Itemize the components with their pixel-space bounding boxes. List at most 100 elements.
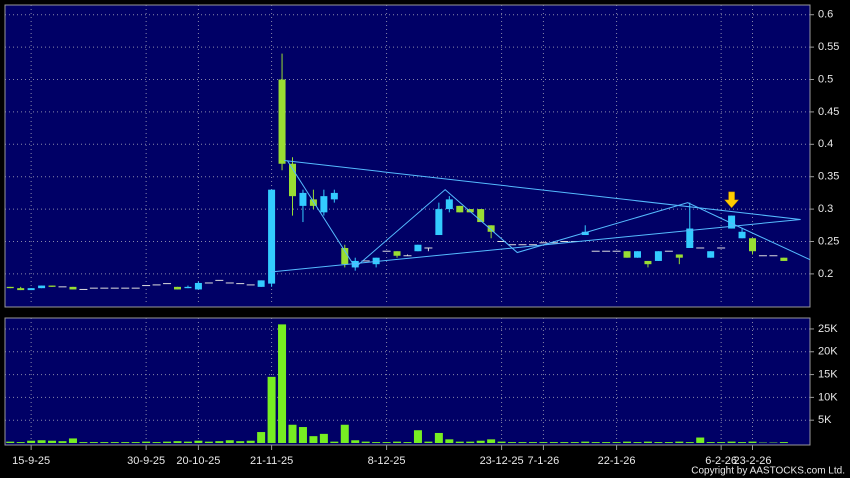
candle-body (17, 288, 25, 291)
candle-body (69, 286, 77, 290)
volume-bar (89, 442, 98, 443)
volume-bar (131, 442, 140, 443)
candle-body (749, 238, 756, 252)
volume-bar (581, 441, 590, 443)
volume-bar (340, 424, 349, 443)
candle-body (341, 247, 349, 265)
candle-body (456, 205, 464, 213)
volume-bar (549, 442, 558, 443)
candle-body (623, 251, 631, 258)
volume-bar (623, 441, 632, 443)
candle-body (372, 257, 380, 265)
volume-bar (236, 441, 245, 443)
y-tick-label: 25K (818, 323, 838, 335)
candle-body (487, 225, 495, 232)
volume-bar (696, 437, 705, 443)
candle-body (728, 215, 736, 229)
volume-bar (361, 441, 370, 443)
volume-bar (152, 442, 161, 443)
candle-body (268, 189, 276, 284)
x-tick-label: 30-9-25 (127, 455, 165, 467)
y-tick-label: 0.3 (818, 203, 833, 215)
volume-bar (382, 442, 391, 443)
candle-body (393, 251, 401, 256)
volume-bar (278, 324, 287, 443)
y-tick-label: 0.6 (818, 9, 833, 21)
volume-bar (602, 442, 611, 443)
candle-body (707, 251, 715, 258)
candle-body (320, 196, 328, 213)
volume-bar (664, 442, 673, 443)
volume-bar (372, 442, 381, 443)
volume-bar (434, 432, 443, 443)
candle-body (257, 280, 265, 287)
volume-bar (403, 442, 412, 443)
y-tick-label: 10K (818, 391, 838, 403)
volume-bar (204, 441, 213, 443)
y-tick-label: 0.25 (818, 235, 839, 247)
candle-body (477, 209, 485, 223)
y-tick-label: 0.35 (818, 171, 839, 183)
y-tick-label: 0.5 (818, 73, 833, 85)
candle-body (780, 257, 788, 261)
volume-bar (413, 430, 422, 443)
candle-body (48, 285, 56, 287)
volume-bar (487, 439, 496, 443)
marker-arrow (724, 191, 740, 209)
volume-bar (319, 433, 328, 443)
volume-bar (727, 441, 736, 443)
volume-bar (215, 441, 224, 443)
volume-bar (110, 442, 119, 443)
x-tick-label: 22-1-26 (598, 455, 636, 467)
volume-bar (706, 442, 715, 443)
volume-bar (298, 427, 307, 443)
candle-body (445, 199, 453, 210)
volume-bar (424, 441, 433, 443)
volume-bar (455, 441, 464, 443)
candle-body (184, 286, 192, 289)
candle-body (6, 286, 14, 289)
volume-bar (393, 441, 402, 443)
x-tick-label: 8-12-25 (368, 455, 406, 467)
volume-bar (37, 440, 46, 443)
volume-bar (591, 442, 600, 443)
candle-body (435, 209, 443, 236)
x-tick-label: 7-1-26 (528, 455, 560, 467)
candle-body (309, 199, 317, 206)
volume-bar (612, 442, 621, 443)
volume-bar (570, 442, 579, 443)
volume-bar (633, 442, 642, 443)
y-tick-label: 0.4 (818, 138, 833, 150)
volume-bar (518, 442, 527, 443)
candle-body (194, 282, 202, 290)
x-tick-label: 23-2-26 (734, 455, 772, 467)
volume-bar (351, 440, 360, 443)
x-tick-label: 15-9-25 (12, 455, 50, 467)
candle-body (174, 286, 181, 290)
volume-bar (257, 432, 266, 443)
candle-body (675, 254, 683, 258)
candle-body (581, 231, 589, 236)
volume-bar (560, 442, 569, 443)
candle-body (654, 251, 662, 261)
volume-bar (225, 440, 234, 443)
candle-body (351, 260, 359, 268)
candle-body (289, 163, 296, 197)
volume-bar (194, 440, 203, 443)
volume-bar (6, 441, 15, 443)
candle-body (27, 288, 35, 291)
y-tick-label: 0.2 (818, 268, 833, 280)
volume-bar (16, 442, 25, 443)
volume-bar (142, 441, 151, 443)
y-tick-label: 0.45 (818, 106, 839, 118)
volume-bar (779, 442, 788, 443)
candle-body (38, 285, 46, 289)
candle-body (299, 192, 307, 206)
volume-bar (79, 442, 88, 443)
candle-body (634, 251, 641, 258)
volume-bar (100, 442, 109, 443)
volume-bar (183, 441, 192, 443)
volume-bar (27, 440, 36, 443)
volume-bar (654, 442, 663, 443)
